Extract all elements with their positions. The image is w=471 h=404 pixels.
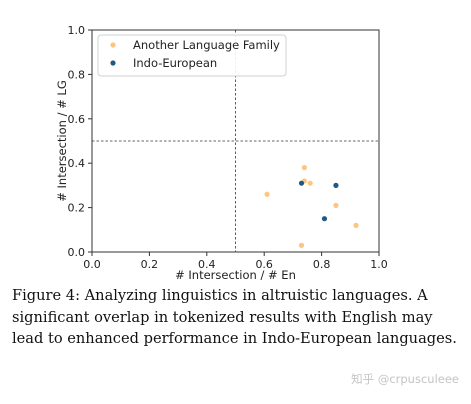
figure-caption: Figure 4: Analyzing linguistics in altru… — [12, 287, 457, 347]
scatter-chart: 0.0 0.2 0.4 0.6 0.8 1.0 0.0 0.2 0.4 0.6 0.8 1.0 # I… — [55, 24, 388, 282]
x-tick-label: 0.8 — [313, 258, 331, 271]
y-tick-label: 0.8 — [68, 68, 86, 81]
x-tick-label: 0.4 — [198, 258, 216, 271]
x-axis-label: # Intersection / # En — [175, 268, 296, 282]
y-axis-label: # Intersection / # LG — [55, 80, 69, 202]
x-tick-label: 0.2 — [141, 258, 159, 271]
point-indo-european — [333, 182, 339, 188]
y-tick-label: 0.6 — [68, 113, 86, 126]
point-indo-european — [321, 216, 328, 222]
point-another-language-family — [353, 222, 359, 228]
y-tick-label: 0.2 — [68, 202, 86, 215]
point-another-language-family — [301, 165, 307, 171]
point-another-language-family — [307, 180, 313, 186]
legend-label-indo-european: Indo-European — [133, 56, 217, 70]
x-tick-label: 1.0 — [370, 258, 388, 271]
legend: Another Language Family Indo-European — [97, 34, 287, 77]
x-tick-label: 0.6 — [255, 258, 273, 271]
legend-marker-another-language-family — [110, 42, 116, 48]
point-another-language-family — [298, 242, 305, 248]
legend-box — [97, 34, 287, 77]
y-tick-label: 0.4 — [68, 157, 86, 170]
legend-marker-indo-european — [110, 60, 116, 66]
point-another-language-family — [333, 202, 339, 208]
point-another-language-family — [264, 191, 270, 197]
data-points — [264, 165, 359, 248]
axis-ticks: 0.0 0.2 0.4 0.6 0.8 1.0 0.0 0.2 0.4 0.6 0.8 1.0 — [68, 24, 388, 271]
watermark: 知乎 @crpusculeee — [351, 372, 459, 386]
x-tick-label: 0.0 — [83, 258, 101, 271]
legend-label-another-language-family: Another Language Family — [133, 38, 280, 52]
y-tick-label: 0.0 — [68, 246, 86, 259]
point-indo-european — [298, 180, 305, 186]
y-tick-label: 1.0 — [68, 24, 86, 37]
